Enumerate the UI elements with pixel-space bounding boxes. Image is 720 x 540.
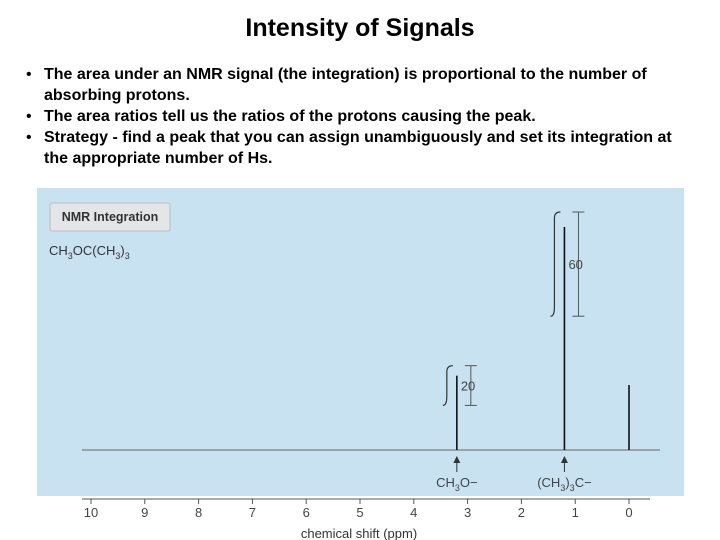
compound-formula: CH3OC(CH3)3 [49,243,130,261]
integration-curve [442,365,453,406]
integration-curve [550,211,561,317]
bullet-item: • The area ratios tell us the ratios of t… [26,106,676,127]
slide-title: Intensity of Signals [245,14,475,42]
bullet-text: The area under an NMR signal (the integr… [44,66,647,104]
x-axis-label: chemical shift (ppm) [301,526,417,540]
integration-value-label: 60 [568,257,582,272]
peaks-layer [456,227,630,450]
x-tick-label: 7 [249,505,256,520]
bullet-glyph: • [26,66,32,83]
plot-background [37,188,684,496]
panel-label: NMR Integration [49,202,171,232]
bullet-glyph: • [26,129,32,146]
bullet-glyph: • [26,108,32,125]
x-tick-label: 6 [303,505,310,520]
bullet-text: The area ratios tell us the ratios of th… [44,108,536,125]
assignment-arrow-icon [453,456,461,463]
peak-assignment-label: (CH3)3C− [537,475,591,493]
assignment-arrow-icon [560,456,568,463]
integration-value-label: 20 [461,379,475,394]
assignment-layer: CH3O− (CH3)3C− [436,456,592,493]
x-tick-label: 1 [572,505,579,520]
x-tick-label: 10 [84,505,98,520]
x-tick-label: 8 [195,505,202,520]
panel-label-text: NMR Integration [62,210,159,224]
bullet-item: • The area under an NMR signal (the integ… [26,64,676,106]
bullet-list: • The area under an NMR signal (the integ… [26,64,676,169]
x-tick-label: 2 [518,505,525,520]
x-tick-label: 3 [464,505,471,520]
bullet-item: • Strategy - find a peak that you can ass… [26,127,676,169]
bullet-text: Strategy - find a peak that you can assi… [44,129,672,167]
x-tick-label: 0 [625,505,632,520]
x-axis: 10 9 8 7 6 5 4 3 2 1 0 [82,498,650,520]
x-tick-label: 4 [410,505,417,520]
x-tick-label: 9 [141,505,148,520]
panel-label-box [49,202,171,232]
peak-assignment-label: CH3O− [436,475,478,493]
x-tick-label: 5 [356,505,363,520]
